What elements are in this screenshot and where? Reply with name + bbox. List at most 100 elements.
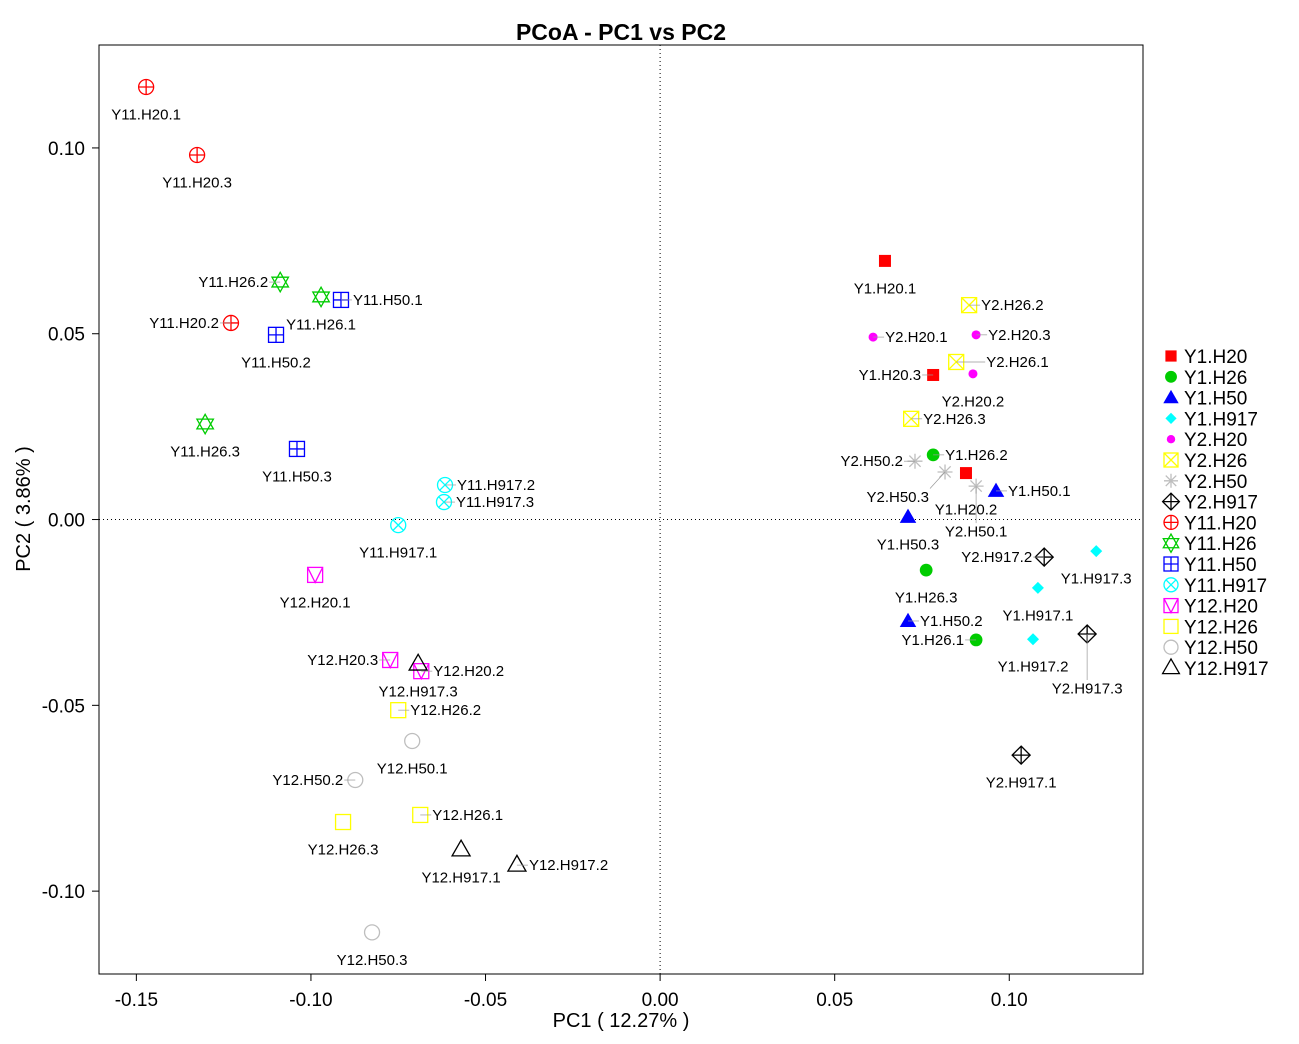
point-label: Y12.H50.1 — [377, 761, 448, 778]
point-label: Y11.H26.3 — [170, 444, 240, 461]
data-point — [1011, 745, 1032, 766]
star-of-david-marker — [195, 412, 215, 436]
y-tick-label: 0.00 — [48, 511, 85, 532]
x-tick-label: -0.05 — [464, 990, 507, 1011]
circle-plus-marker — [137, 78, 155, 96]
open-triangle-marker — [450, 838, 472, 857]
square-x-marker — [1163, 452, 1179, 468]
filled-triangle-marker — [899, 508, 917, 523]
point-label: Y11.H917.2 — [457, 477, 535, 494]
legend-label: Y11.H26 — [1184, 534, 1257, 555]
square-plus-marker — [267, 326, 285, 343]
label-leader-line — [929, 471, 946, 489]
y-tick-label: -0.10 — [42, 882, 85, 903]
point-label: Y1.H917.1 — [1002, 607, 1073, 624]
filled-triangle-marker — [899, 612, 917, 627]
y-tick-label: -0.05 — [42, 696, 85, 717]
point-label: Y11.H20.2 — [149, 315, 219, 332]
data-point — [506, 854, 528, 872]
legend-item: Y2.H50 — [1164, 472, 1247, 493]
data-point — [450, 838, 472, 857]
point-label: Y12.H20.1 — [280, 594, 351, 611]
data-point — [1090, 545, 1103, 558]
circle-plus-marker — [1163, 514, 1179, 531]
point-label: Y1.H26.1 — [902, 632, 965, 649]
data-point — [408, 653, 429, 671]
x-tick-label: -0.15 — [115, 990, 158, 1011]
data-point — [267, 326, 285, 343]
point-label: Y12.H20.2 — [433, 663, 504, 680]
point-label: Y2.H917.2 — [961, 549, 1032, 566]
legend-label: Y2.H50 — [1184, 472, 1247, 493]
filled-circle-marker — [1165, 370, 1177, 383]
legend-label: Y11.H20 — [1184, 513, 1257, 534]
point-label: Y1.H50.3 — [877, 536, 940, 553]
legend-label: Y11.H917 — [1184, 576, 1267, 597]
data-point — [959, 467, 972, 480]
filled-square-marker — [1165, 350, 1177, 362]
data-point — [334, 813, 352, 831]
x-axis-label: PC1 ( 12.27% ) — [553, 1010, 690, 1032]
data-point — [878, 254, 891, 267]
legend-label: Y2.H917 — [1184, 493, 1258, 514]
point-label: Y2.H20.1 — [885, 329, 948, 346]
open-triangle-marker — [506, 854, 528, 872]
point-label: Y2.H50.2 — [840, 453, 903, 470]
y-tick-label: 0.05 — [48, 325, 85, 346]
point-label: Y2.H20.3 — [988, 327, 1051, 344]
legend-item: Y2.H917 — [1161, 492, 1258, 514]
data-point — [987, 482, 1005, 497]
circle-plus-marker — [188, 146, 206, 164]
data-point — [937, 464, 953, 480]
chart-title: PCoA - PC1 vs PC2 — [516, 19, 726, 45]
point-label: Y2.H26.2 — [981, 297, 1044, 314]
filled-diamond-marker — [1090, 545, 1103, 558]
open-square-marker — [334, 813, 352, 831]
legend-item: Y12.H20 — [1163, 597, 1258, 618]
point-label: Y2.H26.1 — [986, 354, 1049, 371]
point-label: Y1.H20.2 — [935, 502, 998, 519]
asterisk-marker — [968, 478, 984, 494]
legend-item: Y2.H26 — [1163, 451, 1247, 472]
point-label: Y12.H917.2 — [529, 857, 608, 874]
point-label: Y2.H20.2 — [942, 393, 1005, 410]
legend-item: Y12.H917 — [1161, 657, 1269, 680]
legend-label: Y1.H26 — [1184, 368, 1247, 389]
star-of-david-marker — [270, 271, 290, 294]
open-circle-marker — [404, 732, 421, 750]
point-label: Y11.H20.3 — [162, 174, 232, 191]
point-label: Y1.H917.2 — [998, 659, 1069, 676]
legend-label: Y12.H26 — [1184, 617, 1258, 638]
filled-circle-marker — [919, 563, 933, 577]
point-label: Y2.H26.3 — [923, 411, 986, 428]
legend: Y1.H20Y1.H26Y1.H50Y1.H917Y2.H20Y2.H26Y2.… — [1161, 347, 1269, 680]
data-point — [137, 78, 155, 96]
data-point — [390, 516, 407, 534]
asterisk-marker — [1164, 473, 1178, 488]
point-label: Y1.H26.2 — [945, 447, 1008, 464]
asterisk-marker — [937, 464, 953, 480]
data-point — [404, 732, 421, 750]
point-label: Y11.H20.1 — [111, 106, 181, 123]
filled-diamond-marker — [1031, 581, 1044, 594]
point-label: Y11.H917.1 — [359, 545, 437, 562]
data-point — [968, 369, 978, 379]
legend-label: Y12.H50 — [1184, 638, 1258, 659]
filled-diamond-marker — [1027, 633, 1040, 646]
circle-x-marker — [390, 516, 407, 534]
y-axis-label: PC2 ( 3.86% ) — [13, 446, 35, 572]
data-point — [188, 146, 206, 164]
legend-label: Y1.H50 — [1184, 389, 1247, 410]
filled-square-marker — [878, 254, 891, 267]
point-label: Y12.H917.1 — [421, 869, 500, 886]
legend-item: Y11.H50 — [1163, 555, 1257, 576]
open-circle-marker — [1163, 639, 1179, 655]
x-tick-label: 0.05 — [816, 990, 853, 1011]
filled-triangle-marker — [987, 482, 1005, 497]
legend-label: Y11.H50 — [1184, 555, 1257, 576]
point-label: Y11.H50.3 — [262, 468, 332, 485]
filled-diamond-marker — [1165, 412, 1177, 424]
filled-triangle-marker — [1163, 389, 1179, 404]
legend-label: Y2.H26 — [1184, 451, 1247, 472]
point-label: Y11.H917.3 — [456, 494, 534, 511]
